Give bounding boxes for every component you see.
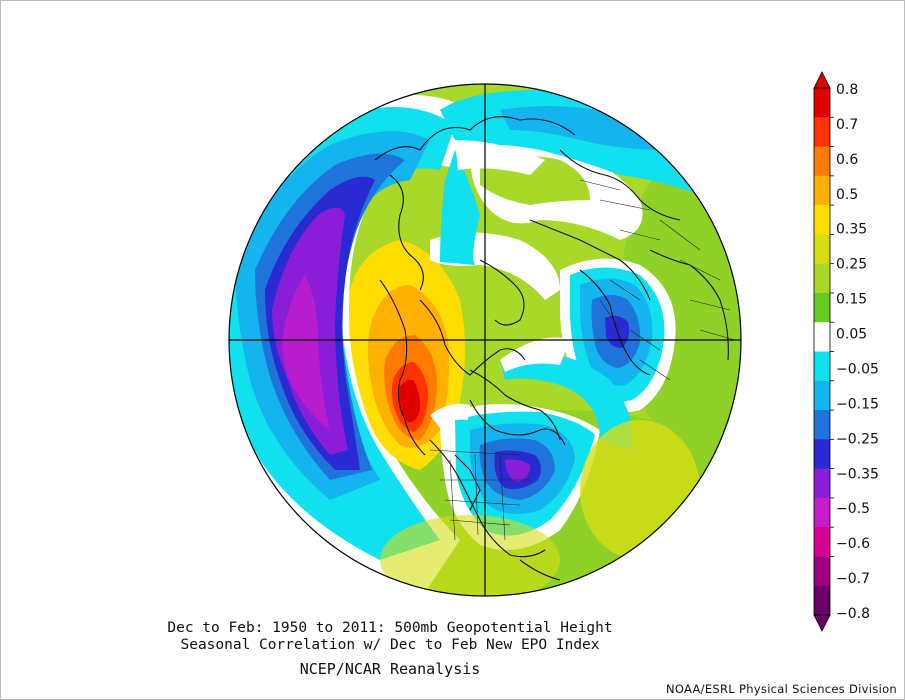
colorbar-label: 0.7 [836, 117, 858, 133]
caption-line-2: Seasonal Correlation w/ Dec to Feb New E… [180, 637, 600, 653]
colorbar-swatch [814, 117, 830, 148]
colorbar-label: −0.35 [836, 466, 879, 482]
colorbar-arrow-bottom [813, 614, 831, 632]
colorbar-label: 0.05 [836, 327, 867, 343]
colorbar-label: −0.5 [836, 501, 870, 517]
colorbar-label: −0.8 [836, 606, 870, 622]
colorbar-swatch [814, 146, 830, 177]
colorbar-swatch [814, 497, 830, 528]
colorbar-swatch [814, 351, 830, 382]
colorbar: 0.8 0.7 0.6 0.5 0.35 0.25 0.15 0.05 −0.05 −0.15 −0… [813, 71, 879, 632]
coastlines [374, 116, 729, 581]
colorbar-swatch [814, 292, 830, 323]
colorbar-swatch [814, 468, 830, 499]
colorbar-swatch [814, 585, 830, 616]
colorbar-swatch [814, 175, 830, 206]
colorbar-label: −0.15 [836, 396, 879, 412]
map-boundary [228, 83, 742, 597]
colorbar-label: 0.15 [836, 292, 867, 308]
colorbar-swatch [814, 380, 830, 411]
colorbar-swatch [814, 322, 830, 352]
colorbar-label: 0.35 [836, 222, 867, 238]
colorbar-label: 0.6 [836, 152, 858, 168]
colorbar-label: −0.7 [836, 571, 870, 587]
colorbar-label: 0.5 [836, 187, 858, 203]
caption-line-1: Dec to Feb: 1950 to 2011: 500mb Geopoten… [167, 620, 613, 636]
colorbar-swatch [814, 88, 830, 118]
colorbar-swatch [814, 234, 830, 265]
colorbar-label: 0.25 [836, 257, 867, 273]
colorbar-arrow-top [813, 71, 831, 89]
colorbar-label: −0.05 [836, 361, 879, 377]
credit-text: NOAA/ESRL Physical Sciences Division [665, 682, 897, 696]
colorbar-swatch [814, 527, 830, 557]
colorbar-swatch [814, 410, 830, 440]
colorbar-swatch [814, 263, 830, 294]
correlation-field [229, 84, 741, 596]
colorbar-swatch [814, 205, 830, 235]
colorbar-swatch [814, 556, 830, 587]
colorbar-swatch [814, 439, 830, 470]
caption-line-3: NCEP/NCAR Reanalysis [299, 660, 481, 678]
colorbar-label: −0.25 [836, 431, 879, 447]
colorbar-label: −0.6 [836, 536, 870, 552]
colorbar-label: 0.8 [836, 82, 858, 98]
